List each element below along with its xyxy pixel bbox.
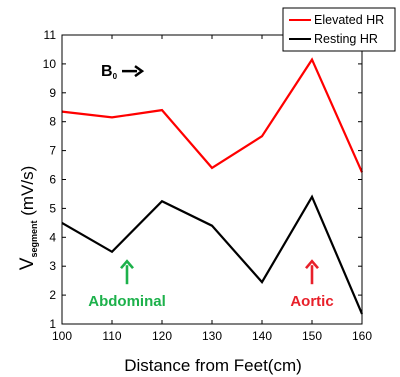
b0-arrow-head	[134, 65, 145, 78]
series-line-resting-hr	[61, 194, 364, 315]
y-axis-label-unit: (mV/s)	[18, 166, 37, 221]
y-tick-label: 10	[43, 57, 57, 71]
y-tick-label: 11	[44, 28, 57, 42]
y-tick-label: 9	[49, 86, 56, 100]
legend-label: Resting HR	[314, 32, 378, 46]
y-axis-label: Vsegment (mV/s)	[17, 166, 39, 270]
y-tick-label: 6	[49, 173, 56, 187]
y-tick-label: 3	[49, 259, 56, 273]
x-tick-label: 130	[202, 329, 222, 343]
annotations: B0 Abdominal Aortic	[88, 63, 333, 310]
x-tick-label: 100	[52, 329, 72, 343]
y-axis-label-main: V	[17, 257, 38, 270]
x-tick-labels: 100 110 120 130 140 150 160	[52, 329, 372, 343]
y-tick-label: 5	[49, 201, 56, 215]
x-tick-label: 110	[102, 329, 121, 343]
x-tick-label: 120	[152, 329, 172, 343]
aortic-label: Aortic	[290, 293, 333, 310]
y-tick-label: 8	[49, 115, 56, 129]
series-lines	[61, 57, 364, 315]
series-line-elevated-hr	[61, 57, 364, 173]
aortic-arrow-head	[305, 259, 319, 270]
b0-label: B0	[101, 63, 118, 81]
y-tick-label: 1	[49, 317, 56, 331]
legend-label: Elevated HR	[314, 13, 384, 27]
abdominal-label: Abdominal	[88, 293, 166, 310]
y-tick-label: 4	[49, 230, 56, 244]
y-tick-label: 7	[49, 144, 56, 158]
x-tick-label: 140	[252, 329, 272, 343]
x-tick-label: 150	[302, 329, 322, 343]
y-tick-labels: 1 2 3 4 5 6 7 8 9 10 11	[43, 28, 57, 331]
x-axis-label: Distance from Feet(cm)	[124, 356, 302, 375]
x-tick-label: 160	[352, 329, 372, 343]
legend-box	[282, 7, 396, 52]
y-axis-label-sub: segment	[29, 221, 39, 258]
abdominal-arrow-head	[120, 259, 134, 270]
legend: Elevated HR Resting HR	[282, 7, 396, 52]
plot-frame	[61, 34, 363, 325]
y-tick-label: 2	[49, 288, 56, 302]
